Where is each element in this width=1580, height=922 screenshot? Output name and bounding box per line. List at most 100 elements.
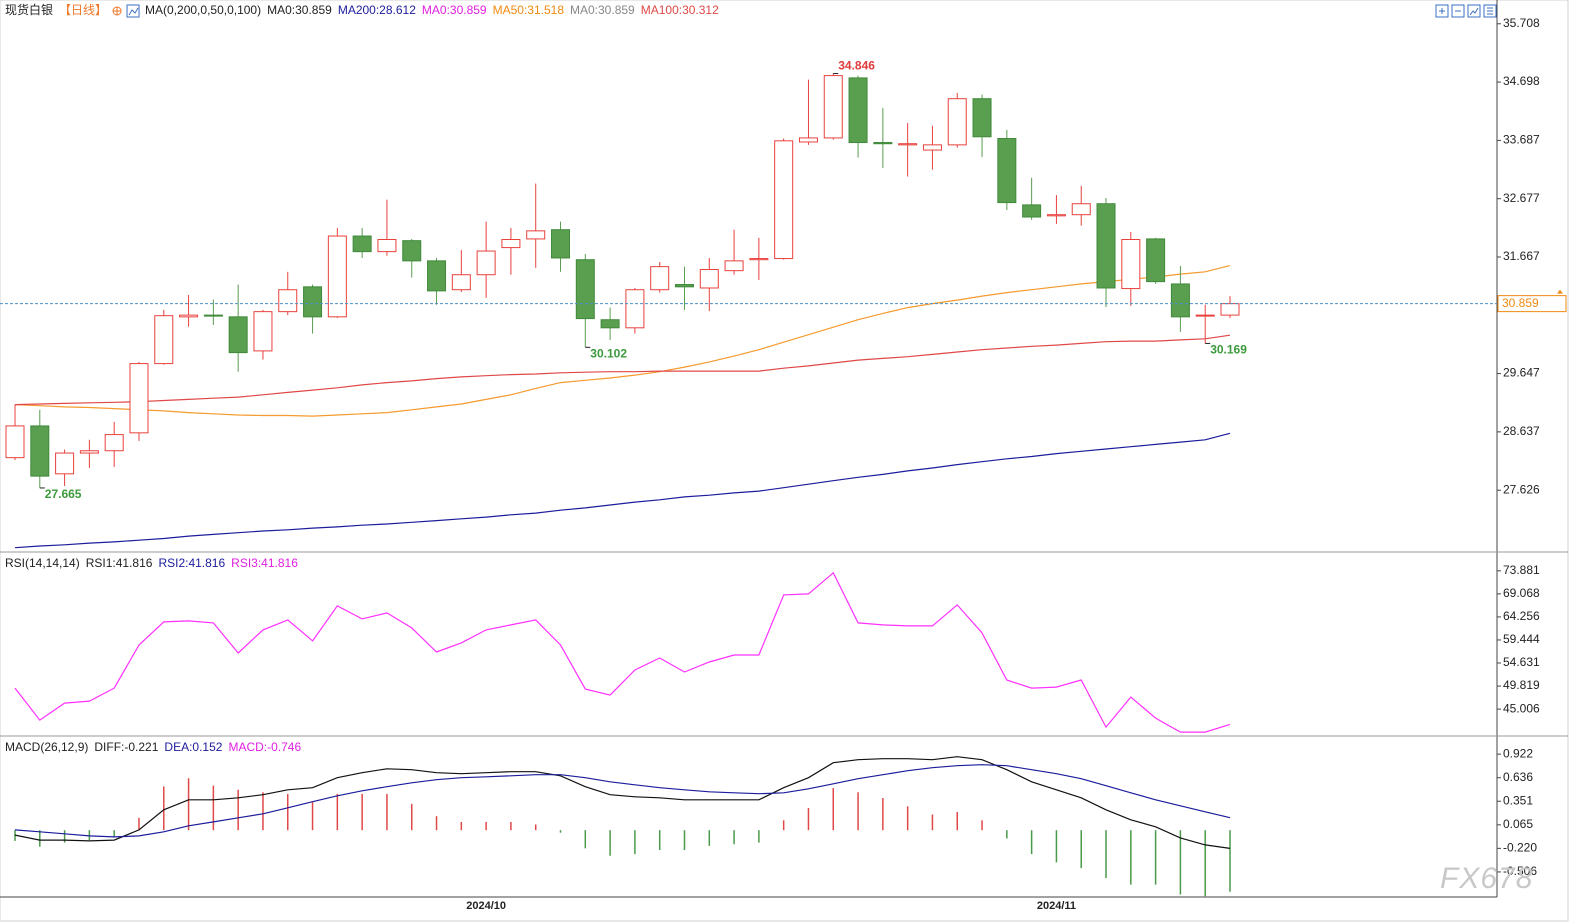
candle-body — [551, 229, 571, 259]
rsi-line — [14, 571, 1231, 733]
candle-body — [402, 240, 422, 262]
candle-body — [575, 259, 595, 320]
candle-body — [1096, 203, 1116, 289]
candle-body — [898, 143, 918, 146]
panel-title: RSI(14,14,14) — [5, 556, 80, 570]
candle-body — [600, 319, 620, 329]
candle-body — [476, 250, 496, 276]
candle-body — [1046, 214, 1066, 217]
candle-body — [823, 75, 843, 139]
legend-entry: RSI2:41.816 — [158, 556, 225, 570]
icon-settings[interactable] — [1483, 4, 1497, 18]
legend-entry: MA0:30.859 — [267, 3, 332, 17]
watermark: FX678 — [1440, 862, 1533, 895]
candle-body — [451, 274, 471, 291]
candle-body — [848, 77, 868, 144]
icon-glyph — [1487, 7, 1493, 15]
candle-body — [922, 144, 942, 151]
y-tick-label: 34.698 — [1503, 74, 1540, 88]
toolbar-icons[interactable] — [1435, 4, 1497, 18]
candle-body — [650, 266, 670, 291]
candle-body — [253, 311, 273, 352]
candle-body — [203, 314, 223, 317]
panel-title: MACD(26,12,9) — [5, 740, 88, 754]
legend-entry: MA200:28.612 — [338, 3, 416, 17]
y-tick-label: 0.636 — [1503, 770, 1533, 784]
candle-body — [501, 239, 521, 249]
y-tick-label: -0.220 — [1503, 841, 1537, 855]
y-tick-label: 0.351 — [1503, 793, 1533, 807]
period-icon — [113, 7, 122, 15]
y-tick-label: 35.708 — [1503, 16, 1540, 30]
candle-body — [724, 260, 744, 272]
x-tick-label: 2024/10 — [466, 900, 506, 912]
candle-body — [179, 314, 199, 318]
macd-line — [14, 764, 1231, 838]
y-tick-label: 31.667 — [1503, 249, 1540, 263]
ma-line — [14, 265, 1231, 417]
legend-entry: DIFF:-0.221 — [94, 740, 158, 754]
period-label: 【日线】 — [59, 3, 107, 17]
legend-entry: MA0:30.859 — [570, 3, 635, 17]
candle-body — [526, 230, 546, 240]
candle-body — [129, 363, 149, 434]
indicator-icon — [126, 4, 140, 18]
y-tick-label: 69.068 — [1503, 586, 1540, 600]
legend-entry: DEA:0.152 — [164, 740, 222, 754]
icon-glyph — [1469, 7, 1479, 16]
candle-body — [798, 137, 818, 143]
icon-zoom-in[interactable] — [1435, 4, 1449, 18]
legend-entry: RSI1:41.816 — [86, 556, 153, 570]
candle-body — [427, 260, 447, 292]
y-tick-label: 33.687 — [1503, 133, 1540, 147]
icon-chart[interactable] — [1467, 4, 1481, 18]
indicator-icon — [128, 7, 139, 16]
candle-body — [352, 235, 372, 253]
candle-body — [377, 239, 397, 253]
last-price-label: 30.859 — [1502, 296, 1539, 310]
y-tick-label: 73.881 — [1503, 563, 1540, 577]
legend-entry: MA0:30.859 — [422, 3, 487, 17]
y-tick-label: 45.006 — [1503, 701, 1540, 715]
y-tick-label: 49.819 — [1503, 678, 1540, 692]
candle-body — [278, 289, 298, 313]
legend-entry: MACD:-0.746 — [228, 740, 301, 754]
legend-entry: MA100:30.312 — [641, 3, 719, 17]
candle-body — [303, 286, 323, 318]
candle-body — [1071, 203, 1091, 216]
candle-body — [79, 450, 99, 454]
candle-body — [1220, 303, 1240, 316]
candle-body — [1022, 204, 1042, 218]
ma-line — [14, 334, 1231, 406]
icon-zoom-out[interactable] — [1451, 4, 1465, 18]
legend-entry: MA(0,200,0,50,0,100) — [145, 3, 261, 17]
candle-body — [1170, 283, 1190, 318]
last-price-box — [1497, 295, 1567, 313]
annotation-label: 34.846 — [838, 59, 875, 73]
candle-body — [154, 315, 174, 365]
y-tick-label: 29.647 — [1503, 366, 1540, 380]
candle-body — [1146, 238, 1166, 283]
y-tick-label: 28.637 — [1503, 424, 1540, 438]
candle-body — [774, 140, 794, 260]
candle-body — [104, 434, 124, 452]
y-tick-label: 0.065 — [1503, 817, 1533, 831]
annotation-label: 30.102 — [590, 346, 627, 360]
candle-body — [749, 258, 769, 261]
candle-body — [228, 316, 248, 354]
macd-line — [14, 756, 1231, 849]
candle-body — [972, 98, 992, 138]
y-tick-label: 32.677 — [1503, 191, 1540, 205]
y-tick-label: 54.631 — [1503, 655, 1540, 669]
annotation-label: 27.665 — [45, 487, 82, 501]
candle-body — [327, 235, 347, 318]
y-tick-label: 0.922 — [1503, 746, 1533, 760]
ma-line — [14, 432, 1231, 549]
candle-body — [947, 98, 967, 146]
legend-entry: RSI3:41.816 — [231, 556, 298, 570]
candle-body — [1195, 314, 1215, 317]
candle-body — [625, 289, 645, 329]
